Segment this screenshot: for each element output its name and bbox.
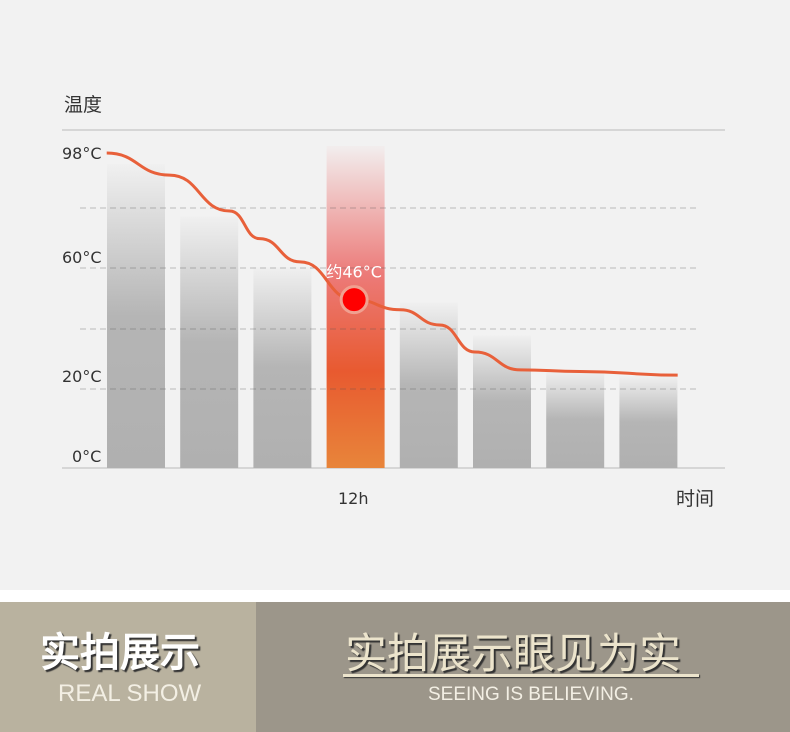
temperature-chart: 温度 时间 98°C 60°C 20°C 0°C 12h 约46°C bbox=[0, 0, 790, 590]
annotation-label: 约46°C bbox=[326, 263, 382, 282]
plot-area: 约46°C bbox=[62, 129, 725, 469]
bar bbox=[253, 266, 312, 468]
footer-right-subtitle: SEEING IS BELIEVING. bbox=[428, 684, 634, 705]
bar bbox=[473, 335, 531, 468]
bar bbox=[546, 371, 605, 468]
y-tick: 0°C bbox=[72, 447, 102, 466]
footer-divider bbox=[343, 674, 699, 677]
footer-right-title: 实拍展示眼见为实 bbox=[345, 629, 682, 678]
y-axis-label: 温度 bbox=[64, 94, 103, 116]
footer-left-title: 实拍展示 bbox=[40, 630, 200, 676]
bar bbox=[107, 164, 165, 469]
footer-banner: 实拍展示 REAL SHOW 实拍展示眼见为实 SEEING IS BELIEV… bbox=[0, 602, 790, 732]
bar bbox=[399, 302, 458, 468]
footer-left-subtitle: REAL SHOW bbox=[58, 680, 202, 707]
y-tick: 20°C bbox=[62, 367, 102, 386]
highlight-marker bbox=[339, 285, 369, 315]
y-tick: 60°C bbox=[62, 248, 102, 267]
y-tick: 98°C bbox=[62, 144, 102, 163]
bar bbox=[180, 216, 239, 468]
x-tick: 12h bbox=[338, 489, 369, 508]
footer-right-panel: 实拍展示眼见为实 SEEING IS BELIEVING. bbox=[256, 602, 790, 732]
bar bbox=[619, 376, 678, 468]
footer-left-panel: 实拍展示 REAL SHOW bbox=[0, 602, 256, 732]
x-axis-label: 时间 bbox=[676, 488, 715, 510]
temperature-curve bbox=[106, 151, 678, 377]
